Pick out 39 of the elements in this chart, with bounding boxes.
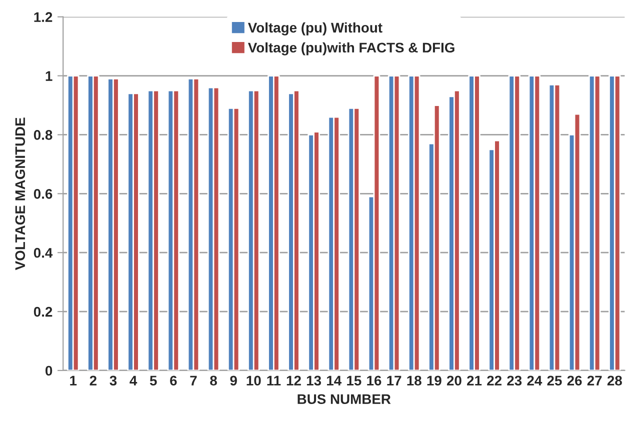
x-tick-label: 22 — [487, 376, 502, 386]
x-tick-label: 4 — [130, 376, 138, 386]
x-tick-label: 10 — [246, 376, 261, 386]
x-tick-label: 17 — [387, 376, 402, 386]
x-tick-label: 27 — [587, 376, 602, 386]
x-tick-label: 18 — [407, 376, 422, 386]
x-tick-label: 5 — [150, 376, 157, 386]
x-tick-label: 24 — [527, 376, 542, 386]
x-tick-label: 9 — [230, 376, 237, 386]
y-tick-label: 0.4 — [34, 248, 53, 258]
y-tick-label: 0.6 — [34, 188, 52, 199]
y-tick-label: 0.8 — [34, 130, 52, 140]
x-tick-label: 2 — [90, 376, 96, 386]
y-tick-label: 1 — [46, 71, 52, 81]
x-tick-label: 1 — [70, 376, 77, 386]
x-tick-label: 13 — [306, 376, 322, 386]
x-tick-label: 16 — [367, 376, 382, 386]
y-tick-label: 0 — [46, 366, 52, 376]
legend-label: Voltage (pu)with FACTS & DFIG — [248, 42, 454, 56]
x-tick-label: 23 — [507, 376, 522, 386]
y-tick-label: 1.2 — [34, 12, 52, 22]
x-tick-label: 7 — [190, 376, 197, 386]
x-tick-label: 14 — [327, 376, 342, 386]
x-tick-label: 6 — [170, 376, 177, 386]
x-tick-label: 8 — [210, 376, 217, 386]
y-tick-label: 0.2 — [34, 306, 52, 317]
x-tick-label: 25 — [547, 376, 562, 386]
x-tick-label: 3 — [110, 376, 117, 386]
x-tick-label: 11 — [267, 376, 281, 386]
x-tick-label: 21 — [467, 376, 482, 386]
x-tick-label: 12 — [286, 376, 301, 386]
x-tick-label: 19 — [427, 376, 442, 386]
x-axis-title: BUS NUMBER — [298, 394, 391, 404]
y-axis-title: VOLTAGE MAGNITUDE — [15, 118, 26, 270]
legend-label: Voltage (pu) Without — [248, 22, 382, 36]
x-tick-label: 15 — [347, 376, 362, 386]
x-tick-label: 20 — [446, 376, 462, 386]
x-tick-label: 26 — [567, 376, 582, 386]
x-tick-label: 28 — [607, 376, 622, 386]
